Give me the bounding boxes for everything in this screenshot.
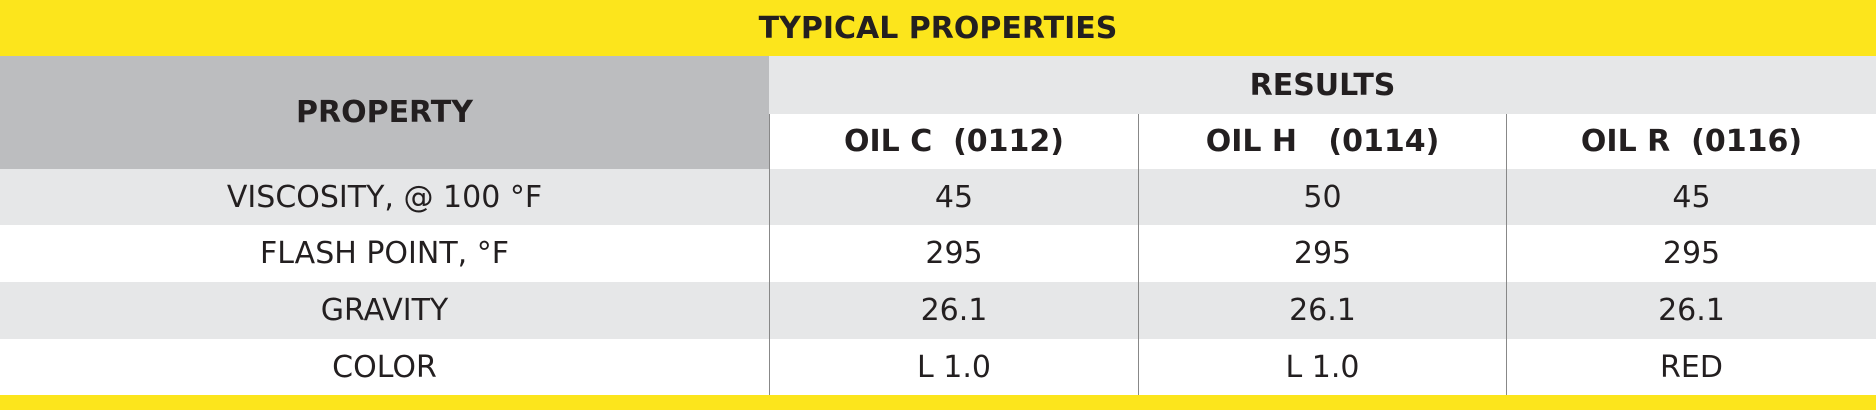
cell-value: 26.1 bbox=[1506, 282, 1876, 339]
column-header: OIL R (0116) bbox=[1506, 114, 1876, 169]
row-label: COLOR bbox=[0, 339, 769, 395]
cell-value: L 1.0 bbox=[769, 339, 1138, 395]
cell-value: RED bbox=[1506, 339, 1876, 395]
cell-value: 26.1 bbox=[769, 282, 1138, 339]
cell-value: 295 bbox=[1506, 225, 1876, 282]
cell-value: 295 bbox=[1138, 225, 1506, 282]
row-label: VISCOSITY, @ 100 °F bbox=[0, 169, 769, 225]
cell-value: L 1.0 bbox=[1138, 339, 1506, 395]
column-header: OIL H (0114) bbox=[1138, 114, 1506, 169]
column-header: OIL C (0112) bbox=[769, 114, 1138, 169]
table-title: TYPICAL PROPERTIES bbox=[0, 0, 1876, 56]
row-label: GRAVITY bbox=[0, 282, 769, 339]
property-header: PROPERTY bbox=[0, 56, 769, 169]
row-label: FLASH POINT, °F bbox=[0, 225, 769, 282]
cell-value: 50 bbox=[1138, 169, 1506, 225]
cell-value: 26.1 bbox=[1138, 282, 1506, 339]
results-header: RESULTS bbox=[769, 56, 1876, 114]
cell-value: 295 bbox=[769, 225, 1138, 282]
cell-value: 45 bbox=[769, 169, 1138, 225]
cell-value: 45 bbox=[1506, 169, 1876, 225]
